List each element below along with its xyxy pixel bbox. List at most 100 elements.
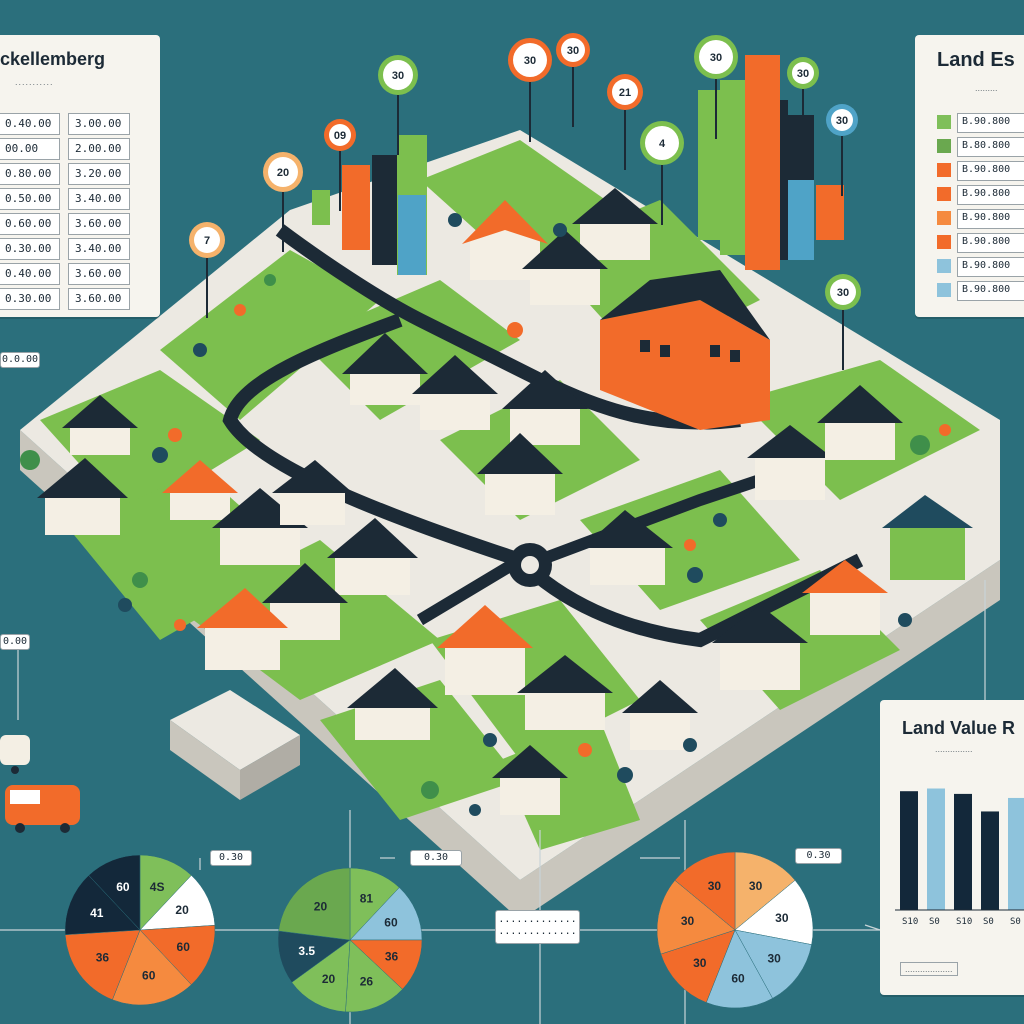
map-pin[interactable]: 30 (378, 55, 418, 155)
left-table-cell: 3.00.00 (68, 113, 130, 135)
left-table-cell: 0.30.00 (0, 238, 60, 260)
map-pin[interactable]: 30 (508, 38, 552, 142)
bottom-right-bar-chart: S10 S0 S10 S0 S0 (895, 788, 1024, 927)
left-table-cell: 0.80.00 (0, 163, 60, 185)
house (262, 563, 348, 640)
tick-label: S0 (929, 917, 940, 927)
legend-value-box: B.90.800 (957, 257, 1024, 277)
tick-label: S0 (983, 917, 994, 927)
map-pin[interactable]: 09 (324, 119, 356, 211)
map-pin[interactable]: 21 (607, 74, 643, 170)
house (162, 460, 238, 520)
left-table-cell: 3.20.00 (68, 163, 130, 185)
legend-value: B.90.800 (962, 212, 1011, 223)
left-table-value: 2.00.00 (75, 142, 122, 155)
lot (160, 250, 380, 420)
left-table-cell: 3.60.00 (68, 213, 130, 235)
left-table-cell: 0.30.00 (0, 288, 60, 310)
legend-swatch (937, 259, 951, 273)
map-pin-label: 30 (567, 45, 579, 57)
tick-label: S0 (1010, 917, 1021, 927)
house (712, 605, 808, 690)
bottom-right-panel: Land Value R ............... S10 S0 S10 S0 S… (880, 700, 1024, 995)
legend-value-box: B.90.800 (957, 113, 1024, 133)
left-table-cell: 00.00 (0, 138, 60, 160)
pie3-chip: 0.30 (795, 848, 842, 864)
legend-value: B.90.800 (962, 284, 1011, 295)
legend-value-box: B.90.800 (957, 161, 1024, 181)
house (342, 333, 428, 405)
left-table-value: 0.80.00 (5, 167, 52, 180)
house (197, 588, 288, 670)
house (522, 230, 608, 305)
map-pin[interactable]: 30 (787, 57, 819, 149)
left-table-cell: 3.60.00 (68, 288, 130, 310)
left-panel-title: ckellemberg (0, 49, 106, 69)
trees (20, 213, 951, 816)
center-note-line-2: ............. (498, 926, 577, 937)
bar (1008, 797, 1024, 910)
left-panel: ckellemberg ........... 0.40.00 3.00.00 00… (0, 35, 160, 317)
house (437, 605, 533, 695)
left-table-cell: 0.40.00 (0, 263, 60, 285)
left-table-cell: 3.40.00 (68, 188, 130, 210)
map-pin[interactable]: 4 (640, 121, 684, 225)
left-table-value: 3.60.00 (75, 217, 122, 230)
legend-swatch (937, 187, 951, 201)
left-table-cell: 0.40.00 (0, 113, 60, 135)
map-pin[interactable]: 30 (825, 274, 861, 370)
left-table-value: 3.40.00 (75, 192, 122, 205)
left-table-cell: 0.60.00 (0, 213, 60, 235)
map-pin[interactable]: 7 (189, 222, 225, 318)
left-panel-subtitle: ........... (15, 77, 54, 87)
left-table-value: 0.40.00 (5, 117, 52, 130)
map-pin-label: 20 (277, 167, 289, 179)
legend-value-box: B.90.800 (957, 209, 1024, 229)
map-pin[interactable]: 20 (263, 152, 303, 252)
roundabout-center (521, 556, 539, 574)
map-pin[interactable]: 30 (556, 33, 590, 127)
tick-label: S10 (956, 917, 972, 927)
left-table-cell: 0.50.00 (0, 188, 60, 210)
map-pin-label: 30 (710, 52, 722, 64)
legend-value-box: B.90.800 (957, 185, 1024, 205)
legend-value-box: B.90.800 (957, 281, 1024, 301)
legend-value-box: B.90.800 (957, 233, 1024, 253)
map-pin-label: 7 (204, 235, 210, 247)
bottom-right-subtitle: ............... (935, 744, 973, 754)
pie2-chip: 0.30 (410, 850, 462, 866)
legend-value: B.90.800 (962, 116, 1011, 127)
bar (927, 788, 945, 910)
legend-value: B.90.800 (962, 260, 1011, 271)
house (412, 355, 498, 430)
left-mid-chip: 0.00 (0, 634, 30, 650)
bar (954, 793, 972, 910)
map-bars (312, 55, 844, 275)
house (492, 745, 568, 815)
house (327, 518, 418, 595)
map-pin-label: 4 (659, 138, 666, 150)
car (0, 735, 30, 774)
map-pin-label: 30 (836, 115, 848, 127)
house (572, 188, 658, 260)
map-pin[interactable]: 30 (826, 104, 858, 196)
legend-swatch (937, 163, 951, 177)
house (37, 458, 128, 535)
house (502, 370, 588, 445)
left-table-value: 0.60.00 (5, 217, 52, 230)
legend-swatch (937, 283, 951, 297)
left-table-value: 3.40.00 (75, 242, 122, 255)
left-table-cell: 3.60.00 (68, 263, 130, 285)
legend-swatch (937, 139, 951, 153)
legend-swatch (937, 235, 951, 249)
steps-block (170, 690, 300, 800)
map-pin[interactable]: 30 (694, 35, 738, 139)
house (462, 200, 548, 280)
house (347, 668, 438, 740)
center-note-line-1: ............. (498, 914, 577, 925)
map-pin-label: 30 (392, 70, 404, 82)
map-pin-label: 30 (524, 55, 536, 67)
